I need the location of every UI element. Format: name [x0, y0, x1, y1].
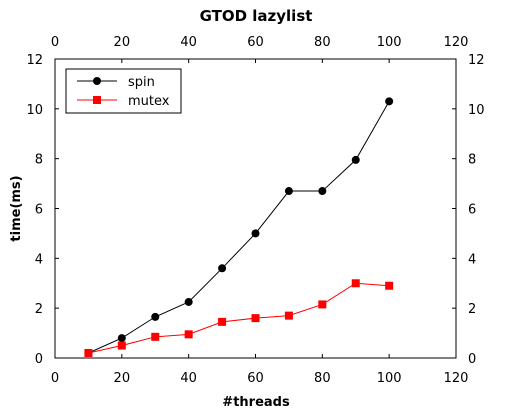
x-tick-label-bottom: 20 [114, 371, 131, 386]
legend-label-spin: spin [128, 75, 155, 90]
x-tick-label-top: 100 [377, 35, 402, 50]
x-tick-label-bottom: 60 [247, 371, 264, 386]
data-point-mutex [251, 314, 260, 323]
y-tick-label-left: 0 [35, 352, 43, 367]
x-tick-label-bottom: 0 [51, 371, 59, 386]
y-tick-label-left: 10 [26, 103, 43, 118]
y-tick-label-right: 12 [468, 53, 485, 68]
y-axis-title: time(ms) [9, 175, 24, 241]
data-point-spin [218, 264, 227, 273]
x-tick-label-bottom: 120 [444, 371, 469, 386]
y-tick-label-right: 6 [468, 203, 476, 218]
data-point-mutex [151, 332, 160, 341]
data-point-mutex [117, 341, 126, 350]
x-tick-label-top: 80 [314, 35, 331, 50]
legend-marker-spin [93, 77, 101, 85]
data-point-spin [318, 187, 327, 196]
data-point-spin [251, 229, 260, 238]
x-axis-title: #threads [222, 395, 290, 410]
data-point-mutex [184, 330, 193, 339]
y-tick-label-left: 12 [26, 53, 43, 68]
x-tick-label-top: 0 [51, 35, 59, 50]
data-point-mutex [351, 279, 360, 288]
y-tick-label-right: 4 [468, 252, 476, 267]
chart-title: GTOD lazylist [200, 7, 313, 25]
data-point-spin [351, 155, 360, 164]
x-tick-label-top: 60 [247, 35, 264, 50]
legend-label-mutex: mutex [128, 94, 170, 109]
y-tick-label-right: 0 [468, 352, 476, 367]
data-point-mutex [284, 311, 293, 320]
legend: spin mutex [65, 68, 182, 114]
data-point-spin [184, 297, 193, 306]
y-tick-label-right: 8 [468, 153, 476, 168]
series-line-mutex [88, 282, 390, 354]
x-tick-label-bottom: 100 [377, 371, 402, 386]
data-point-mutex [84, 349, 93, 358]
data-point-spin [117, 334, 126, 343]
x-tick-label-top: 120 [444, 35, 469, 50]
x-tick-label-top: 20 [114, 35, 131, 50]
data-point-mutex [318, 300, 327, 309]
y-tick-label-left: 6 [35, 203, 43, 218]
y-tick-label-right: 2 [468, 302, 476, 317]
y-tick-label-left: 2 [35, 302, 43, 317]
series-layer [84, 97, 394, 358]
x-tick-label-bottom: 40 [180, 371, 197, 386]
y-tick-label-right: 10 [468, 103, 485, 118]
y-tick-label-left: 8 [35, 153, 43, 168]
data-point-spin [151, 312, 160, 321]
data-point-spin [385, 97, 394, 106]
legend-marker-mutex [93, 96, 101, 104]
data-point-mutex [385, 281, 394, 290]
legend-box [65, 68, 182, 114]
series-line-spin [88, 101, 390, 354]
x-tick-label-bottom: 80 [314, 371, 331, 386]
data-point-spin [284, 187, 293, 196]
x-tick-label-top: 40 [180, 35, 197, 50]
y-tick-label-left: 4 [35, 252, 43, 267]
data-point-mutex [218, 317, 227, 326]
